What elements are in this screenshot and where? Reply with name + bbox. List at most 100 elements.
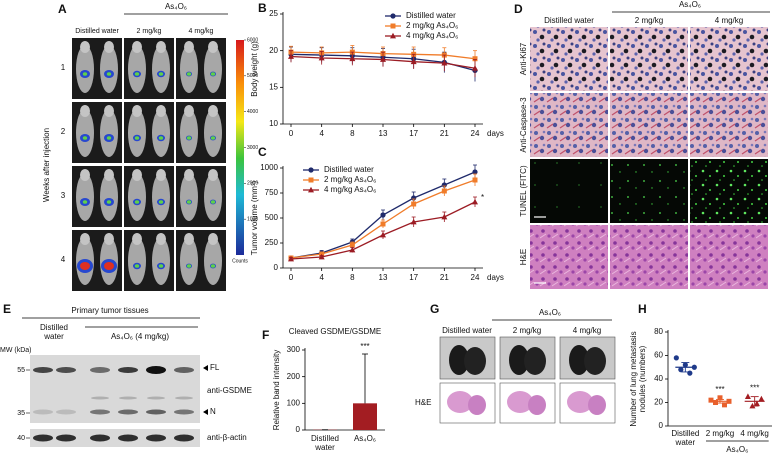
band-fl xyxy=(118,367,138,373)
y-tick-label: 1000 xyxy=(260,163,278,172)
band-n xyxy=(56,409,76,415)
band-fl xyxy=(56,367,76,373)
group-label: As₄O₆ (4 mg/kg) xyxy=(111,332,169,341)
mouse-head xyxy=(104,169,114,181)
column-label: 4 mg/kg xyxy=(573,326,601,335)
signal-core xyxy=(158,136,164,140)
histology-image xyxy=(690,93,768,157)
signal-core xyxy=(186,136,192,140)
y-tick-label: 250 xyxy=(265,238,279,247)
mouse xyxy=(76,109,94,157)
mouse xyxy=(152,237,170,285)
lung xyxy=(509,345,529,375)
he-section xyxy=(588,395,606,415)
signal-core xyxy=(134,264,140,268)
marker xyxy=(441,188,447,194)
signal-core xyxy=(186,264,192,268)
lung xyxy=(569,345,589,375)
x-tick-label: As₄O₆ xyxy=(353,434,377,443)
signal-core xyxy=(134,136,140,140)
lung xyxy=(449,345,469,375)
band-fl xyxy=(90,367,110,373)
x-tick-label: 17 xyxy=(409,129,418,138)
signal-core xyxy=(186,72,192,76)
mw-label: MW (kDa) xyxy=(0,347,32,354)
mouse-head xyxy=(80,105,90,117)
signal-core xyxy=(210,136,216,140)
band-arrow xyxy=(203,365,208,371)
y-axis-label: Number of lung metastasis nodules (numbe… xyxy=(629,331,647,427)
y-tick-label: 20 xyxy=(269,46,278,55)
panel-label: A xyxy=(58,2,67,16)
y-axis-label: Weeks after injection xyxy=(42,128,51,202)
band-faint xyxy=(91,396,109,400)
blot-gsdme xyxy=(30,355,200,423)
histology-image xyxy=(530,159,608,223)
signal-core xyxy=(134,72,140,76)
group-label: Distilled water xyxy=(39,323,68,341)
signal-core xyxy=(106,200,112,204)
mouse xyxy=(128,45,146,93)
band-label: FL xyxy=(210,363,220,372)
signal-core xyxy=(210,264,216,268)
mouse xyxy=(152,109,170,157)
band-fl xyxy=(33,367,53,373)
mouse-head xyxy=(80,41,90,53)
x-tick-label: 21 xyxy=(440,273,449,282)
mouse xyxy=(204,173,222,221)
colorbar-tick-label: 3000 xyxy=(247,145,258,151)
colorbar-tick-label: 5000 xyxy=(247,73,258,79)
he-section xyxy=(447,391,473,413)
mouse-head xyxy=(156,41,166,53)
band-faint xyxy=(175,396,193,400)
group-label: As₄O₆ xyxy=(165,2,187,11)
colorbar xyxy=(236,40,244,255)
row-label: TUNEL (FITC) xyxy=(519,165,528,217)
lung xyxy=(464,347,486,375)
he-section xyxy=(468,395,486,415)
signal-core xyxy=(158,72,164,76)
marker xyxy=(758,395,765,402)
panel-label: B xyxy=(258,1,267,15)
x-tick-label: 4 xyxy=(319,129,324,138)
mouse-head xyxy=(132,41,142,53)
mouse-head xyxy=(104,41,114,53)
mouse xyxy=(152,45,170,93)
marker xyxy=(472,198,478,205)
mouse-head xyxy=(208,41,218,53)
band-n xyxy=(146,409,166,415)
marker xyxy=(673,355,679,361)
mouse-head xyxy=(80,169,90,181)
band-n xyxy=(118,409,138,415)
mouse xyxy=(76,173,94,221)
signal-core xyxy=(186,200,192,204)
signal-core xyxy=(134,200,140,204)
signal-core xyxy=(82,136,88,140)
blot-actin xyxy=(30,429,200,447)
mouse xyxy=(180,173,198,221)
panel-label: E xyxy=(3,302,11,316)
marker xyxy=(687,370,693,376)
band-actin xyxy=(146,434,166,442)
mouse-head xyxy=(104,105,114,117)
marker xyxy=(288,53,294,59)
colorbar-label: Counts xyxy=(232,258,248,264)
marker xyxy=(380,212,386,218)
mouse xyxy=(128,173,146,221)
y-axis-label: Relative band intensity xyxy=(272,350,281,431)
marker xyxy=(717,395,723,401)
column-label: Distilled water xyxy=(442,326,492,335)
x-tick-label: Distilled water xyxy=(310,434,339,452)
x-tick-label: 8 xyxy=(350,129,355,138)
histology-image xyxy=(610,225,688,289)
annotation: * xyxy=(481,193,484,202)
band-fl xyxy=(174,367,194,373)
histology-image xyxy=(690,27,768,91)
x-tick-label: 13 xyxy=(379,273,388,282)
marker xyxy=(288,255,294,262)
signal-core xyxy=(106,72,112,76)
x-tick-label: 13 xyxy=(379,129,388,138)
marker xyxy=(713,400,718,405)
mouse-head xyxy=(184,105,194,117)
signal-core xyxy=(82,72,88,76)
